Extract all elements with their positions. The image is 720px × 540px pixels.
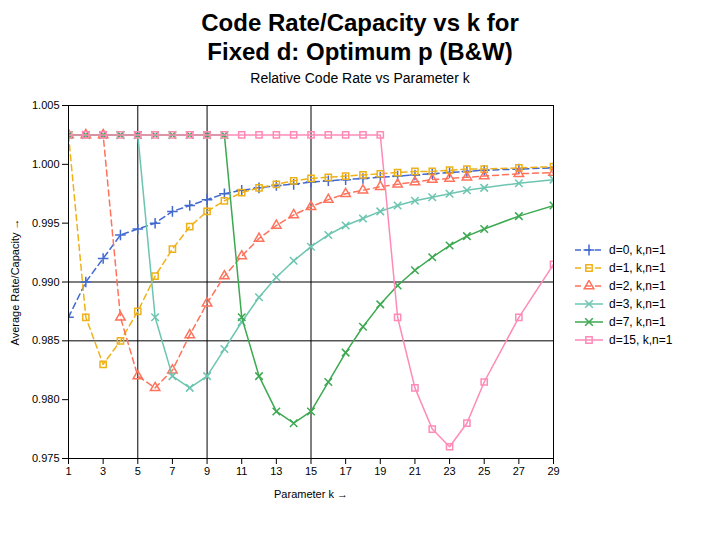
html-text:d=7, k,n=1: d=7, k,n=1: [609, 315, 666, 329]
svg-text:0.985: 0.985: [32, 334, 60, 346]
svg-text:0.980: 0.980: [32, 393, 60, 405]
svg-text:13: 13: [270, 465, 282, 477]
html-text:d=0, k,n=1: d=0, k,n=1: [609, 243, 666, 257]
svg-text:15: 15: [305, 465, 317, 477]
svg-text:23: 23: [443, 465, 455, 477]
svg-text:17: 17: [340, 465, 352, 477]
svg-text:9: 9: [204, 465, 210, 477]
svg-text:1.000: 1.000: [32, 158, 60, 170]
svg-text:0.990: 0.990: [32, 276, 60, 288]
svg-text:Average Rate/Capacity →: Average Rate/Capacity →: [9, 219, 21, 346]
svg-text:3: 3: [100, 465, 106, 477]
svg-text:19: 19: [374, 465, 386, 477]
html-text:d=15, k,n=1: d=15, k,n=1: [609, 333, 673, 347]
svg-text:29: 29: [547, 465, 559, 477]
html-text:d=1, k,n=1: d=1, k,n=1: [609, 261, 666, 275]
svg-text:21: 21: [409, 465, 421, 477]
svg-text:1.005: 1.005: [32, 99, 60, 111]
html-text:d=2, k,n=1: d=2, k,n=1: [609, 279, 666, 293]
svg-text:0.995: 0.995: [32, 217, 60, 229]
html-text:Relative Code Rate vs Paramete: Relative Code Rate vs Parameter k: [250, 70, 470, 86]
svg-text:1: 1: [65, 465, 71, 477]
html-text:Code Rate/Capacity vs k for: Code Rate/Capacity vs k for: [201, 9, 519, 36]
svg-text:5: 5: [135, 465, 141, 477]
html-text:Fixed d: Optimum p (B&W): Fixed d: Optimum p (B&W): [207, 38, 513, 65]
svg-text:25: 25: [478, 465, 490, 477]
svg-text:11: 11: [236, 465, 247, 477]
svg-text:Parameter k →: Parameter k →: [274, 488, 348, 500]
html-text:d=3, k,n=1: d=3, k,n=1: [609, 297, 666, 311]
svg-text:0.975: 0.975: [32, 452, 60, 464]
svg-text:7: 7: [169, 465, 175, 477]
svg-text:27: 27: [513, 465, 525, 477]
